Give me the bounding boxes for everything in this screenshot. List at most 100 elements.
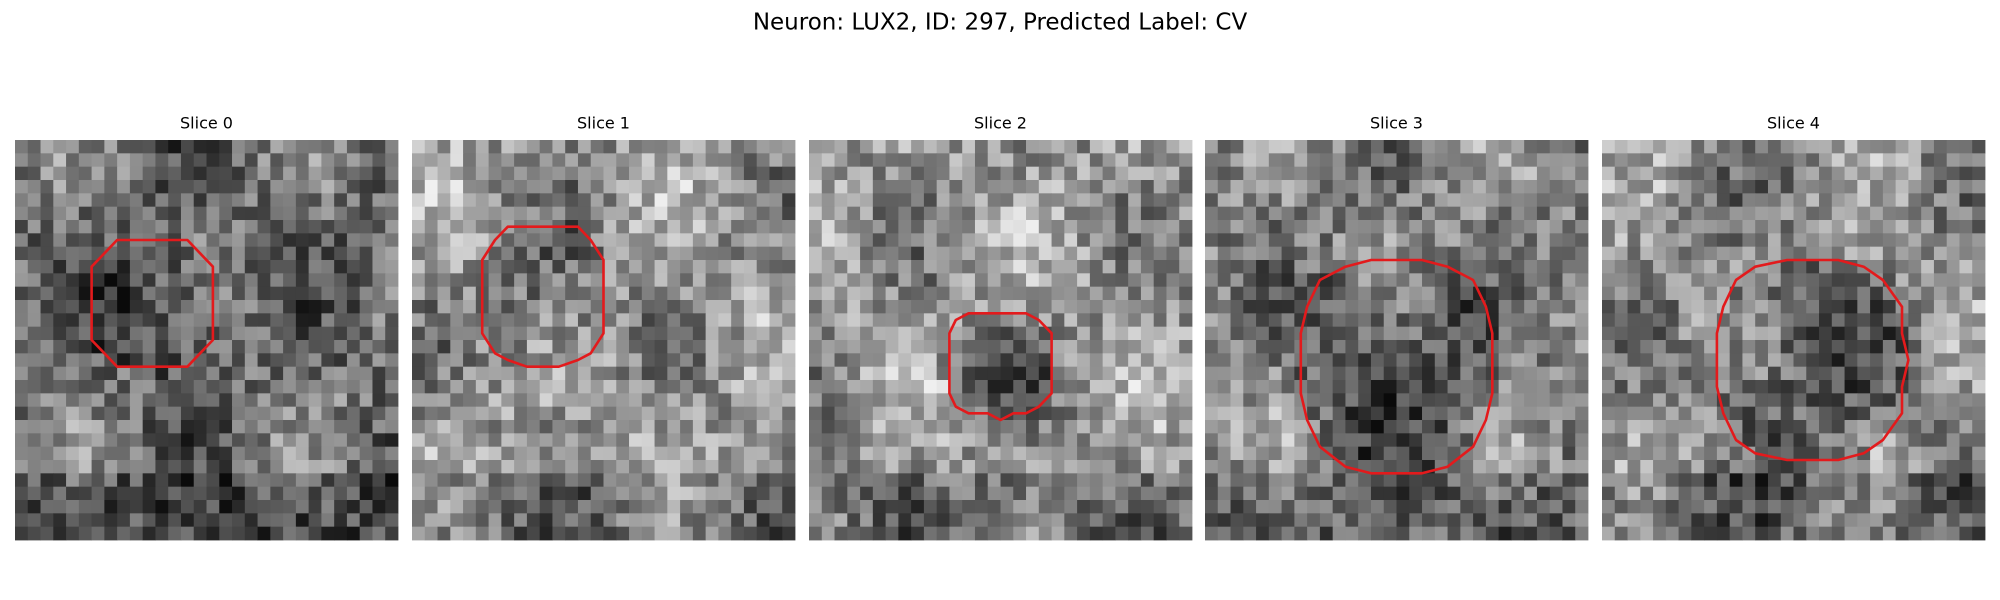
- pixel: [1653, 446, 1667, 461]
- pixel: [1089, 473, 1104, 488]
- pixel: [1268, 140, 1282, 154]
- pixel: [117, 206, 131, 221]
- pixel: [1485, 220, 1500, 234]
- pixel: [1268, 233, 1282, 248]
- pixel: [1562, 246, 1576, 261]
- pixel: [142, 393, 156, 408]
- pixel: [53, 326, 67, 341]
- pixel: [809, 260, 823, 274]
- pixel: [1217, 446, 1231, 461]
- pixel: [1230, 446, 1244, 461]
- pixel: [1422, 180, 1436, 194]
- pixel: [1933, 366, 1948, 381]
- pixel: [782, 473, 796, 488]
- pixel: [1434, 380, 1448, 394]
- pixel: [1140, 473, 1155, 488]
- pixel: [756, 513, 770, 528]
- pixel: [488, 313, 502, 328]
- pixel: [283, 286, 297, 301]
- pixel: [1460, 353, 1474, 368]
- pixel: [475, 180, 489, 194]
- pixel: [40, 340, 54, 354]
- pixel: [1959, 140, 1973, 154]
- pixel: [1447, 286, 1461, 301]
- pixel: [1434, 233, 1448, 248]
- pixel: [53, 366, 67, 381]
- pixel: [1908, 220, 1922, 234]
- pixel: [27, 513, 41, 528]
- pixel: [1562, 513, 1576, 528]
- pixel: [1653, 433, 1667, 448]
- pixel: [1319, 273, 1334, 288]
- pixel: [667, 353, 681, 368]
- pixel: [1562, 300, 1576, 314]
- pixel: [1166, 500, 1180, 514]
- pixel: [1485, 273, 1500, 288]
- pixel: [1575, 366, 1589, 381]
- pixel: [629, 433, 643, 448]
- pixel: [27, 433, 41, 448]
- pixel: [1742, 473, 1756, 488]
- pixel: [359, 500, 373, 514]
- pixel: [1972, 366, 1986, 381]
- pixel: [769, 326, 783, 341]
- pixel: [501, 486, 515, 501]
- pixel: [1205, 380, 1219, 394]
- pixel: [1102, 486, 1116, 501]
- pixel: [603, 420, 617, 434]
- pixel: [692, 353, 707, 368]
- pixel: [1933, 513, 1948, 528]
- pixel: [1793, 460, 1807, 474]
- pixel: [603, 526, 617, 541]
- pixel: [308, 166, 322, 181]
- pixel: [1268, 153, 1282, 168]
- pixel: [987, 433, 1001, 448]
- pixel: [1013, 366, 1027, 381]
- pixel: [1704, 166, 1718, 181]
- pixel: [1729, 166, 1743, 181]
- pixel: [346, 220, 361, 234]
- pixel: [756, 486, 770, 501]
- pixel: [898, 420, 912, 434]
- pixel: [1294, 260, 1308, 274]
- pixel: [911, 473, 925, 488]
- pixel: [1153, 166, 1167, 181]
- pixel: [1460, 246, 1474, 261]
- pixel: [1511, 286, 1525, 301]
- pixel: [1806, 353, 1820, 368]
- pixel: [1332, 406, 1346, 421]
- pixel: [283, 406, 297, 421]
- pixel: [1524, 460, 1538, 474]
- pixel: [1549, 526, 1563, 541]
- pixel: [1000, 193, 1014, 208]
- pixel: [1128, 380, 1142, 394]
- pixel: [295, 326, 310, 341]
- pixel: [1921, 260, 1935, 274]
- pixel: [66, 406, 80, 421]
- pixel: [1640, 473, 1654, 488]
- pixel: [219, 486, 233, 501]
- pixel: [1627, 233, 1641, 248]
- pixel: [847, 193, 861, 208]
- pixel: [974, 340, 989, 354]
- pixel: [1345, 513, 1359, 528]
- panel-title: Slice 0: [180, 114, 233, 133]
- pixel: [629, 353, 643, 368]
- pixel: [898, 473, 912, 488]
- pixel: [603, 460, 617, 474]
- pixel: [1755, 166, 1769, 181]
- pixel: [1653, 500, 1667, 514]
- pixel: [1755, 526, 1769, 541]
- pixel: [860, 486, 874, 501]
- pixel: [1678, 180, 1692, 194]
- pixel: [257, 353, 271, 368]
- pixel: [834, 486, 848, 501]
- pixel: [1882, 406, 1897, 421]
- pixel: [1243, 233, 1257, 248]
- pixel: [603, 300, 617, 314]
- pixel: [270, 326, 284, 341]
- pixel: [1819, 473, 1833, 488]
- pixel: [1793, 286, 1807, 301]
- pixel: [1051, 513, 1065, 528]
- pixel: [1089, 313, 1104, 328]
